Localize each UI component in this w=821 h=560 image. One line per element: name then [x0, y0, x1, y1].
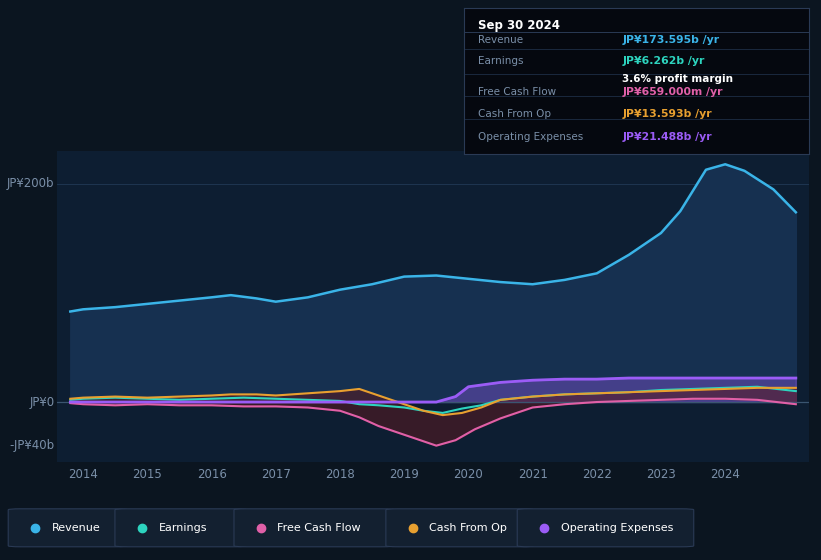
Text: 3.6% profit margin: 3.6% profit margin [622, 74, 733, 84]
Text: Free Cash Flow: Free Cash Flow [277, 523, 361, 533]
Text: JP¥6.262b /yr: JP¥6.262b /yr [622, 57, 705, 67]
FancyBboxPatch shape [517, 509, 694, 547]
Text: Earnings: Earnings [158, 523, 207, 533]
FancyBboxPatch shape [8, 509, 127, 547]
Text: JP¥173.595b /yr: JP¥173.595b /yr [622, 35, 720, 45]
Text: Cash From Op: Cash From Op [478, 109, 551, 119]
Text: Operating Expenses: Operating Expenses [478, 132, 583, 142]
Text: JP¥659.000m /yr: JP¥659.000m /yr [622, 87, 723, 97]
Text: Operating Expenses: Operating Expenses [561, 523, 673, 533]
Text: Revenue: Revenue [478, 35, 523, 45]
Text: JP¥13.593b /yr: JP¥13.593b /yr [622, 109, 712, 119]
Text: Revenue: Revenue [52, 523, 100, 533]
Text: Sep 30 2024: Sep 30 2024 [478, 18, 560, 31]
Text: -JP¥40b: -JP¥40b [9, 439, 54, 452]
Text: JP¥0: JP¥0 [30, 395, 54, 409]
FancyBboxPatch shape [115, 509, 246, 547]
Text: Earnings: Earnings [478, 57, 523, 67]
Text: Cash From Op: Cash From Op [429, 523, 507, 533]
Text: Free Cash Flow: Free Cash Flow [478, 87, 556, 97]
Text: JP¥21.488b /yr: JP¥21.488b /yr [622, 132, 712, 142]
Text: JP¥200b: JP¥200b [7, 178, 54, 190]
FancyBboxPatch shape [386, 509, 534, 547]
FancyBboxPatch shape [234, 509, 394, 547]
